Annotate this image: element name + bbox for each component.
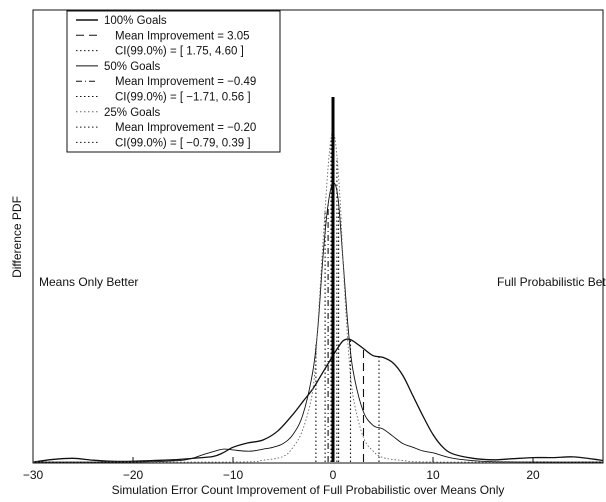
plot-frame: [32, 9, 604, 464]
x-tick-label: 10: [426, 468, 440, 482]
legend-label: CI(99.0%) = [ −1.71, 0.56 ]: [115, 92, 251, 104]
mean-ci-markers: [315, 139, 380, 462]
legend-item: Mean Improvement = −0.20: [76, 122, 256, 134]
legend-item: 100% Goals: [76, 15, 167, 27]
legend-item: 25% Goals: [76, 107, 161, 119]
legend-item: CI(99.0%) = [ −0.79, 0.39 ]: [76, 137, 251, 149]
legend-label: 100% Goals: [104, 15, 167, 27]
x-tick-label: −20: [123, 468, 144, 482]
legend-label: Mean Improvement = 3.05: [115, 30, 250, 42]
y-axis-label: Difference PDF: [10, 196, 24, 278]
legend-label: CI(99.0%) = [ −0.79, 0.39 ]: [115, 137, 251, 149]
x-tick-label: −30: [23, 468, 44, 482]
legend-box: [66, 10, 281, 153]
legend-label: CI(99.0%) = [ 1.75, 4.60 ]: [115, 46, 244, 58]
annotation-full-probabilistic-better: Full Probabilistic Better: [497, 275, 606, 289]
x-axis-ticks: −30 −20 −10 0 10 20: [23, 457, 540, 482]
annotation-means-only-better: Means Only Better: [39, 275, 138, 289]
legend-item: Mean Improvement = 3.05: [76, 30, 250, 42]
legend: 100% Goals Mean Improvement = 3.05 CI(99.0…: [66, 10, 281, 153]
x-axis-label: Simulation Error Count Improvement of Fu…: [112, 483, 505, 497]
x-tick-label: −10: [223, 468, 244, 482]
pdf-curves: [32, 130, 604, 463]
legend-item: CI(99.0%) = [ 1.75, 4.60 ]: [76, 46, 244, 58]
legend-item: CI(99.0%) = [ −1.71, 0.56 ]: [76, 92, 251, 104]
legend-label: Mean Improvement = −0.49: [115, 76, 256, 88]
pdf-curve-25-goals: [32, 130, 604, 463]
legend-label: 50% Goals: [104, 61, 161, 73]
pdf-curve-100-goals: [32, 338, 604, 463]
x-tick-label: 0: [330, 468, 337, 482]
legend-item: 50% Goals: [76, 61, 161, 73]
legend-item: Mean Improvement = −0.49: [76, 76, 256, 88]
legend-label: Mean Improvement = −0.20: [115, 122, 256, 134]
legend-label: 25% Goals: [104, 107, 161, 119]
pdf-curve-50-goals: [32, 182, 604, 463]
x-tick-label: 20: [526, 468, 540, 482]
